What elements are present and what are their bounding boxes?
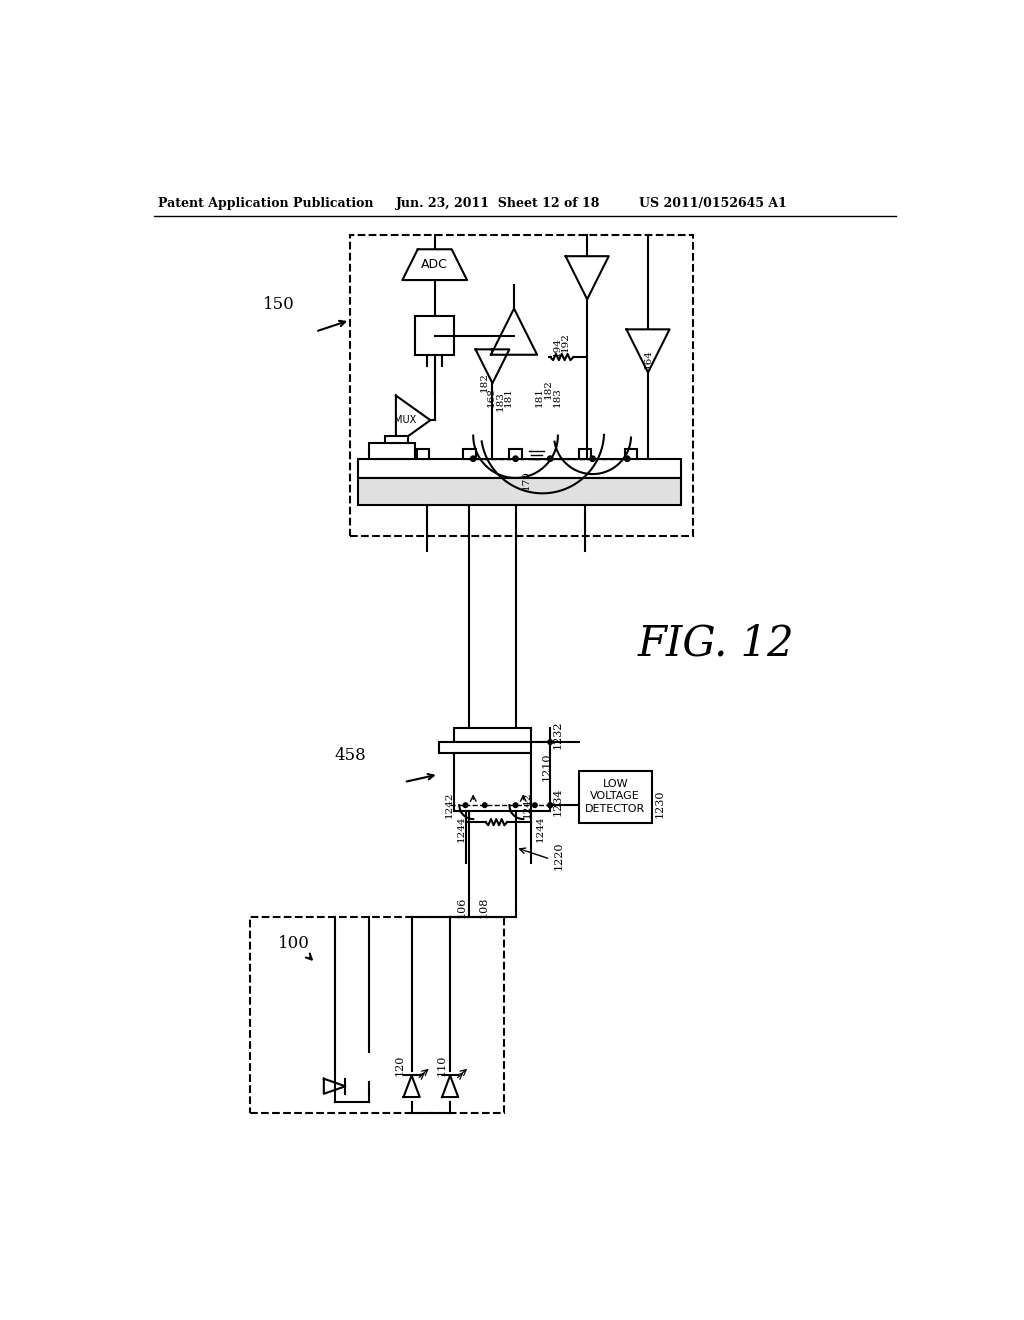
Circle shape bbox=[548, 803, 553, 808]
Circle shape bbox=[590, 455, 595, 462]
Text: 458: 458 bbox=[334, 747, 366, 764]
Text: 192: 192 bbox=[560, 331, 569, 351]
Bar bbox=[370, 444, 416, 459]
Text: 182: 182 bbox=[544, 379, 553, 400]
Bar bbox=[509, 449, 521, 459]
Text: Jun. 23, 2011  Sheet 12 of 18: Jun. 23, 2011 Sheet 12 of 18 bbox=[396, 197, 601, 210]
Text: 110: 110 bbox=[436, 1055, 446, 1076]
Text: LOW: LOW bbox=[602, 779, 628, 789]
Text: 183: 183 bbox=[496, 391, 505, 411]
Bar bbox=[417, 449, 429, 459]
Text: ADC: ADC bbox=[421, 259, 449, 271]
Bar bbox=[250, 917, 504, 1113]
Text: DETECTOR: DETECTOR bbox=[585, 804, 645, 814]
Circle shape bbox=[470, 455, 476, 462]
Bar bbox=[454, 729, 531, 742]
Text: 1242: 1242 bbox=[523, 792, 532, 818]
Circle shape bbox=[548, 455, 553, 462]
Text: 170: 170 bbox=[522, 470, 530, 490]
Bar bbox=[463, 449, 475, 459]
Text: 182: 182 bbox=[479, 372, 488, 392]
Text: 168: 168 bbox=[486, 387, 496, 407]
Bar bbox=[357, 459, 681, 478]
Text: 194: 194 bbox=[553, 337, 561, 356]
Text: 1242: 1242 bbox=[445, 792, 454, 818]
Text: Patent Application Publication: Patent Application Publication bbox=[158, 197, 373, 210]
Text: 150: 150 bbox=[262, 296, 294, 313]
Circle shape bbox=[548, 739, 553, 744]
Circle shape bbox=[625, 455, 630, 462]
Text: FIG. 12: FIG. 12 bbox=[638, 623, 794, 664]
Bar bbox=[579, 449, 591, 459]
Text: 1230: 1230 bbox=[654, 789, 665, 818]
Text: 1232: 1232 bbox=[553, 721, 563, 748]
Circle shape bbox=[532, 803, 538, 808]
Text: 183: 183 bbox=[553, 387, 561, 407]
Text: 1244: 1244 bbox=[536, 814, 545, 842]
Text: 100: 100 bbox=[278, 936, 309, 952]
Text: VOLTAGE: VOLTAGE bbox=[591, 791, 640, 801]
Circle shape bbox=[548, 803, 553, 808]
Circle shape bbox=[482, 803, 487, 808]
Text: 1244: 1244 bbox=[458, 814, 466, 842]
Bar bbox=[531, 742, 550, 810]
Bar bbox=[625, 449, 637, 459]
Circle shape bbox=[513, 803, 518, 808]
Text: 120: 120 bbox=[394, 1055, 404, 1076]
Text: 106: 106 bbox=[457, 896, 467, 917]
Text: 181: 181 bbox=[504, 387, 513, 407]
Text: 108: 108 bbox=[478, 896, 488, 917]
Bar bbox=[350, 235, 692, 536]
Text: MUX: MUX bbox=[394, 416, 417, 425]
Circle shape bbox=[463, 803, 468, 808]
Text: 164: 164 bbox=[644, 348, 653, 368]
Bar bbox=[416, 317, 454, 355]
Bar bbox=[579, 771, 652, 822]
Circle shape bbox=[513, 455, 518, 462]
Text: US 2011/0152645 A1: US 2011/0152645 A1 bbox=[639, 197, 786, 210]
Bar bbox=[454, 752, 531, 810]
Bar bbox=[385, 436, 408, 444]
Text: 1234: 1234 bbox=[553, 787, 563, 816]
Text: 1210: 1210 bbox=[542, 752, 552, 781]
Bar bbox=[438, 742, 547, 752]
Text: 1220: 1220 bbox=[554, 841, 564, 870]
Bar bbox=[357, 478, 681, 506]
Text: 181: 181 bbox=[535, 387, 544, 407]
